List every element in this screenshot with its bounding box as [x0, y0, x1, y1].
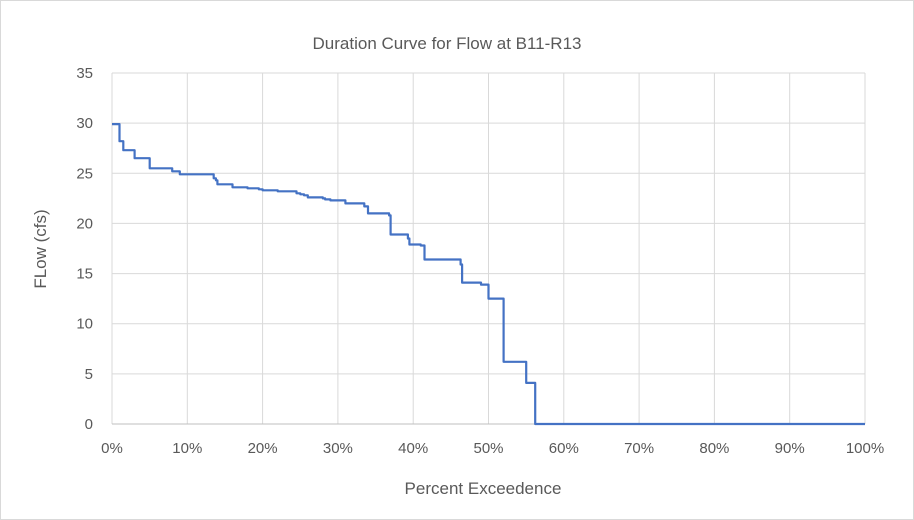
x-axis-label: Percent Exceedence — [405, 479, 562, 498]
x-tick-label: 90% — [775, 440, 805, 457]
y-tick-label: 20 — [76, 215, 93, 232]
x-tick-label: 20% — [248, 440, 278, 457]
series-line-flow — [112, 123, 865, 426]
chart-title: Duration Curve for Flow at B11-R13 — [313, 34, 582, 53]
y-tick-label: 0 — [85, 416, 93, 433]
y-tick-label: 5 — [85, 366, 93, 383]
y-tick-label: 25 — [76, 165, 93, 182]
y-tick-label: 35 — [76, 65, 93, 82]
x-tick-label: 60% — [549, 440, 579, 457]
x-tick-label: 80% — [699, 440, 729, 457]
y-tick-label: 10 — [76, 316, 93, 333]
x-tick-label: 10% — [172, 440, 202, 457]
x-tick-label: 70% — [624, 440, 654, 457]
y-axis-label: FLow (cfs) — [31, 209, 50, 288]
y-tick-label: 30 — [76, 115, 93, 132]
y-tick-label: 15 — [76, 266, 93, 283]
x-tick-label: 50% — [473, 440, 503, 457]
x-tick-label: 40% — [398, 440, 428, 457]
grid-layer — [111, 72, 866, 425]
x-tick-label: 100% — [846, 440, 884, 457]
x-tick-label: 30% — [323, 440, 353, 457]
x-tick-label: 0% — [101, 440, 123, 457]
data-layer — [112, 123, 865, 426]
tick-layer: 0% 10% 20% 30% 40% 50% 60% 70% 80% 90% 100% 0 5 10 15 2… — [76, 65, 884, 457]
